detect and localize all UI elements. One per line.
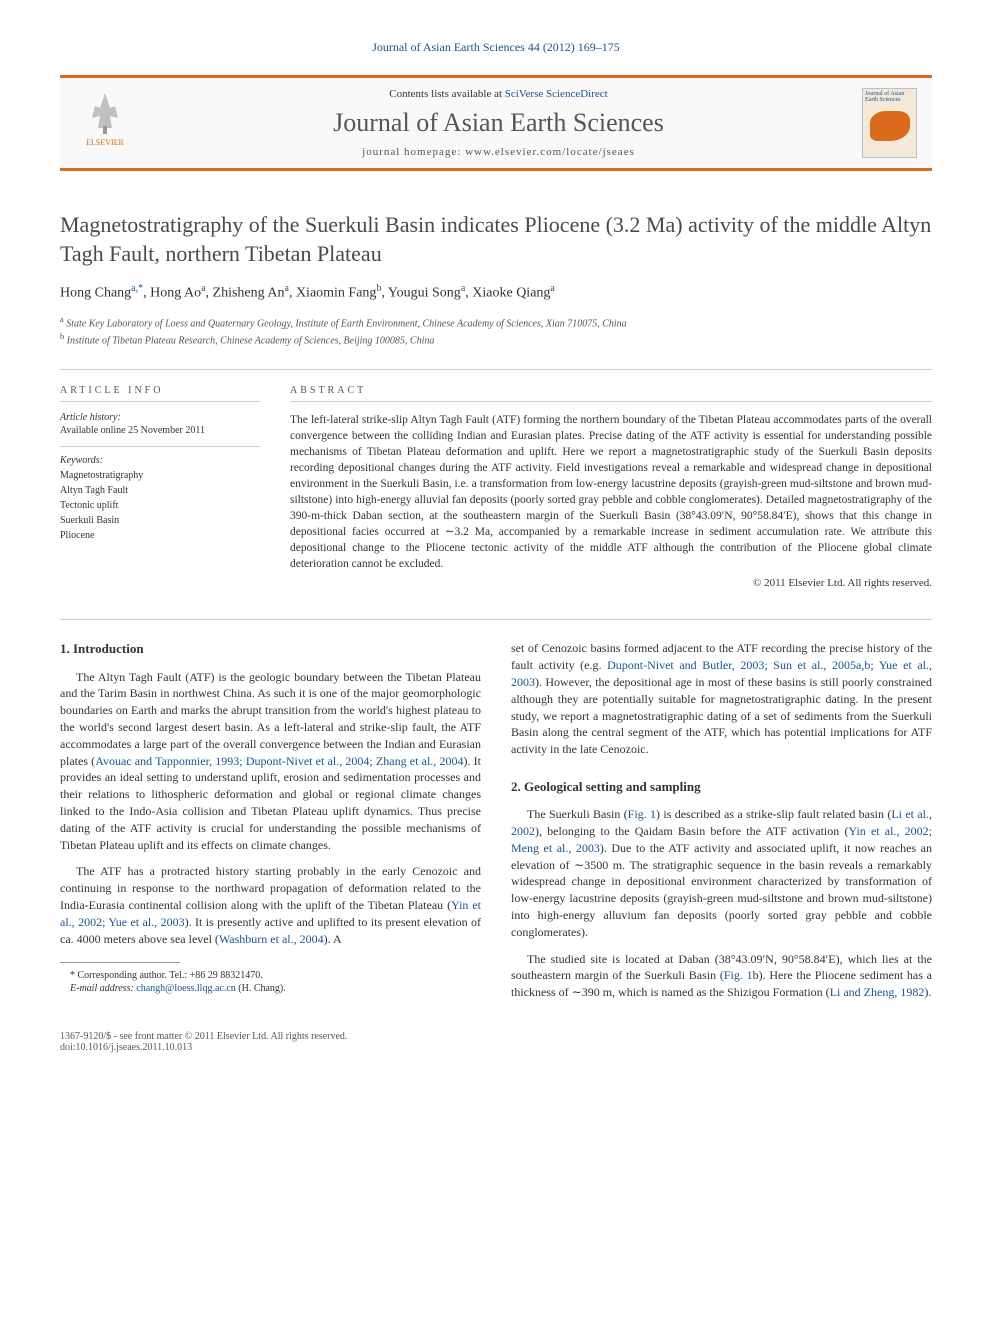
email-label: E-mail address: bbox=[70, 983, 136, 994]
body-two-column: 1. Introduction The Altyn Tagh Fault (AT… bbox=[60, 619, 932, 1011]
s2p1-mid1: ) is described as a strike-slip fault re… bbox=[656, 807, 891, 821]
author-6-aff: a bbox=[550, 283, 554, 294]
running-header: Journal of Asian Earth Sciences 44 (2012… bbox=[60, 40, 932, 55]
homepage-line: journal homepage: www.elsevier.com/locat… bbox=[150, 146, 847, 158]
history-value: Available online 25 November 2011 bbox=[60, 425, 260, 436]
journal-cover-thumbnail: Journal of Asian Earth Sciences bbox=[862, 88, 917, 158]
author-3: Zhisheng An bbox=[213, 286, 285, 301]
section-1-p1: The Altyn Tagh Fault (ATF) is the geolog… bbox=[60, 669, 481, 854]
right-column: set of Cenozoic basins formed adjacent t… bbox=[511, 640, 932, 1011]
section-1-heading: 1. Introduction bbox=[60, 640, 481, 658]
section-2-p2: The studied site is located at Daban (38… bbox=[511, 951, 932, 1001]
abstract-copyright: © 2011 Elsevier Ltd. All rights reserved… bbox=[290, 577, 932, 589]
front-matter-line: 1367-9120/$ - see front matter © 2011 El… bbox=[60, 1031, 932, 1042]
aff-b-sup: b bbox=[60, 332, 64, 341]
col2-p1-end: ). However, the depositional age in most… bbox=[511, 675, 932, 756]
author-3-aff: a bbox=[284, 283, 288, 294]
email-name: (H. Chang). bbox=[236, 983, 286, 994]
sciencedirect-link[interactable]: SciVerse ScienceDirect bbox=[505, 88, 608, 100]
author-1: Hong Chang bbox=[60, 286, 131, 301]
homepage-prefix: journal homepage: bbox=[362, 146, 465, 158]
p2-text: The ATF has a protracted history startin… bbox=[60, 864, 481, 912]
contents-prefix: Contents lists available at bbox=[389, 88, 504, 100]
figure-link[interactable]: Fig. 1 bbox=[724, 968, 753, 982]
section-1-p2: The ATF has a protracted history startin… bbox=[60, 863, 481, 947]
left-column: 1. Introduction The Altyn Tagh Fault (AT… bbox=[60, 640, 481, 1011]
homepage-url: www.elsevier.com/locate/jseaes bbox=[465, 146, 635, 158]
author-5: Yougui Song bbox=[388, 286, 461, 301]
cover-map-graphic bbox=[870, 111, 910, 141]
keyword-item: Magnetostratigraphy bbox=[60, 468, 260, 483]
s2p2-end: ). bbox=[924, 985, 931, 999]
affiliation-a: a State Key Laboratory of Loess and Quat… bbox=[60, 314, 932, 331]
author-5-aff: a bbox=[461, 283, 465, 294]
citation-link[interactable]: Avouac and Tapponnier, 1993; Dupont-Nive… bbox=[95, 754, 463, 768]
abstract-text: The left-lateral strike-slip Altyn Tagh … bbox=[290, 412, 932, 573]
corresponding-author-footnote: * Corresponding author. Tel.: +86 29 883… bbox=[60, 969, 481, 982]
author-2-aff: a bbox=[201, 283, 205, 294]
s2p1-start: The Suerkuli Basin ( bbox=[527, 807, 628, 821]
p1-end: ). It provides an ideal setting to under… bbox=[60, 754, 481, 852]
s2p1-end: ). Due to the ATF activity and associate… bbox=[511, 841, 932, 939]
keywords-list: Magnetostratigraphy Altyn Tagh Fault Tec… bbox=[60, 468, 260, 543]
journal-header: ELSEVIER Contents lists available at Sci… bbox=[60, 75, 932, 171]
keyword-item: Pliocene bbox=[60, 528, 260, 543]
article-title: Magnetostratigraphy of the Suerkuli Basi… bbox=[60, 211, 932, 268]
aff-b-text: Institute of Tibetan Plateau Research, C… bbox=[67, 336, 435, 347]
elsevier-logo: ELSEVIER bbox=[75, 88, 135, 158]
aff-a-text: State Key Laboratory of Loess and Quater… bbox=[66, 318, 626, 329]
citation-link[interactable]: Washburn et al., 2004 bbox=[219, 932, 324, 946]
keyword-item: Tectonic uplift bbox=[60, 498, 260, 513]
author-1-aff: a,* bbox=[131, 283, 143, 294]
header-center: Contents lists available at SciVerse Sci… bbox=[150, 88, 847, 158]
s2p1-mid2: ), belonging to the Qaidam Basin before … bbox=[535, 824, 848, 838]
footnote-separator bbox=[60, 962, 180, 963]
cover-label: Journal of Asian Earth Sciences bbox=[865, 91, 914, 103]
article-info-heading: article info bbox=[60, 385, 260, 402]
section-2-heading: 2. Geological setting and sampling bbox=[511, 778, 932, 796]
info-abstract-row: article info Article history: Available … bbox=[60, 369, 932, 590]
keywords-label: Keywords: bbox=[60, 455, 260, 466]
footer-left: 1367-9120/$ - see front matter © 2011 El… bbox=[60, 1031, 932, 1053]
elsevier-tree-icon bbox=[80, 88, 130, 138]
citation-link[interactable]: Li and Zheng, 1982 bbox=[830, 985, 925, 999]
affiliation-b: b Institute of Tibetan Plateau Research,… bbox=[60, 331, 932, 348]
col2-continuation: set of Cenozoic basins formed adjacent t… bbox=[511, 640, 932, 758]
elsevier-label: ELSEVIER bbox=[86, 138, 124, 147]
contents-line: Contents lists available at SciVerse Sci… bbox=[150, 88, 847, 100]
figure-link[interactable]: Fig. 1 bbox=[628, 807, 656, 821]
journal-title: Journal of Asian Earth Sciences bbox=[150, 108, 847, 138]
author-2: Hong Ao bbox=[150, 286, 201, 301]
author-4: Xiaomin Fang bbox=[296, 286, 377, 301]
section-2-p1: The Suerkuli Basin (Fig. 1) is described… bbox=[511, 806, 932, 940]
keyword-item: Altyn Tagh Fault bbox=[60, 483, 260, 498]
page-footer: 1367-9120/$ - see front matter © 2011 El… bbox=[60, 1031, 932, 1053]
doi-line: doi:10.1016/j.jseaes.2011.10.013 bbox=[60, 1042, 932, 1053]
article-info-column: article info Article history: Available … bbox=[60, 385, 260, 590]
author-list: Hong Changa,*, Hong Aoa, Zhisheng Ana, X… bbox=[60, 283, 932, 302]
p2-end: ). A bbox=[324, 932, 342, 946]
author-6: Xiaoke Qiang bbox=[472, 286, 550, 301]
history-label: Article history: bbox=[60, 412, 260, 423]
email-link[interactable]: changh@loess.llqg.ac.cn bbox=[136, 983, 235, 994]
author-4-aff: b bbox=[376, 283, 381, 294]
abstract-heading: abstract bbox=[290, 385, 932, 402]
affiliations: a State Key Laboratory of Loess and Quat… bbox=[60, 314, 932, 349]
email-footnote: E-mail address: changh@loess.llqg.ac.cn … bbox=[60, 982, 481, 995]
banner-link[interactable]: Journal of Asian Earth Sciences 44 (2012… bbox=[372, 40, 620, 54]
abstract-column: abstract The left-lateral strike-slip Al… bbox=[290, 385, 932, 590]
keyword-item: Suerkuli Basin bbox=[60, 513, 260, 528]
info-divider bbox=[60, 446, 260, 447]
aff-a-sup: a bbox=[60, 315, 64, 324]
